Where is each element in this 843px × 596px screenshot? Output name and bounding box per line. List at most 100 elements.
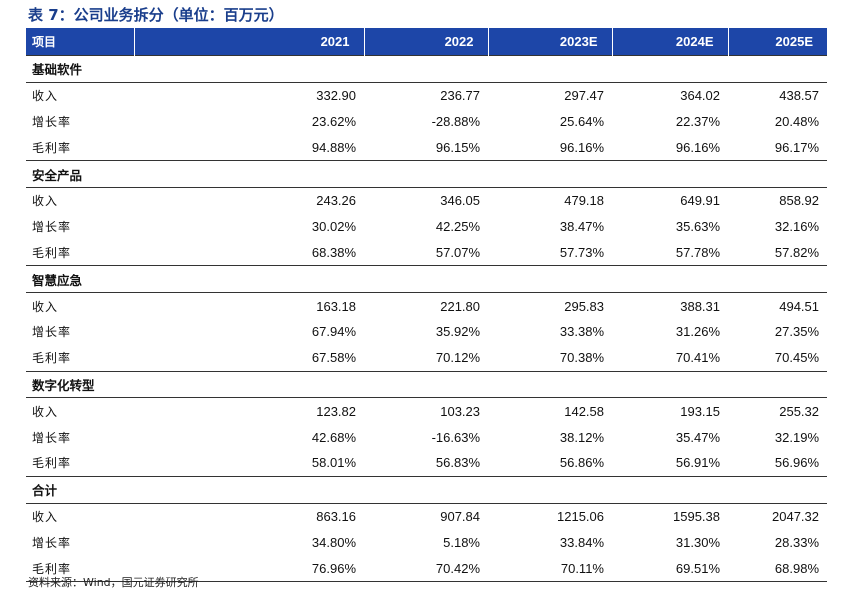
growth-rate-row: 增长率 42.68% -16.63% 38.12% 35.47% 32.19% [26, 424, 827, 450]
row-label: 增长率 [32, 325, 72, 340]
value-cell: 5.18% [443, 534, 480, 550]
value-cell: 1215.06 [557, 508, 604, 524]
gross-margin-row: 毛利率 76.96% 70.42% 70.11% 69.51% 68.98% [26, 555, 827, 582]
value-cell: 94.88% [311, 139, 356, 155]
value-cell: 364.02 [680, 88, 720, 104]
value-cell: 103.23 [440, 403, 480, 419]
row-label: 毛利率 [32, 456, 72, 471]
value-cell: 1595.38 [673, 508, 720, 524]
value-cell: 32.19% [774, 429, 819, 445]
value-cell: 28.33% [774, 534, 819, 550]
header-year-2021: 2021 [133, 28, 364, 56]
section-header-row: 合计 [26, 475, 827, 504]
value-cell: 35.92% [435, 324, 480, 340]
value-cell: 70.11% [488, 555, 612, 582]
value-cell: 25.64% [559, 113, 604, 129]
value-cell: 34.80% [311, 534, 356, 550]
value-cell: 858.92 [779, 193, 819, 209]
value-cell: 332.90 [316, 88, 356, 104]
value-cell: 96.16% [675, 139, 720, 155]
value-cell: 38.12% [559, 429, 604, 445]
value-cell: 22.37% [675, 113, 720, 129]
header-year-2024e: 2024E [611, 28, 728, 56]
header-row: 项目 2021 2022 2023E 2024E 2025E [26, 28, 827, 56]
gross-margin-row: 毛利率 68.38% 57.07% 57.73% 57.78% 57.82% [26, 240, 827, 266]
row-label: 收入 [32, 299, 59, 314]
value-cell: 57.78% [675, 244, 720, 260]
value-cell: 346.05 [440, 193, 480, 209]
value-cell: 295.83 [564, 298, 604, 314]
value-cell: 56.91% [675, 455, 720, 471]
revenue-row: 收入 243.26 346.05 479.18 649.91 858.92 [26, 187, 827, 213]
gross-margin-row: 毛利率 94.88% 96.15% 96.16% 96.16% 96.17% [26, 134, 827, 160]
growth-rate-row: 增长率 34.80% 5.18% 33.84% 31.30% 28.33% [26, 529, 827, 555]
value-cell: 67.58% [311, 350, 356, 366]
value-cell: 479.18 [564, 193, 604, 209]
row-label: 毛利率 [26, 555, 134, 582]
value-cell: 388.31 [680, 298, 720, 314]
value-cell: 38.47% [559, 219, 604, 235]
value-cell: 57.73% [559, 244, 604, 260]
value-cell: 20.48% [774, 113, 819, 129]
row-label: 毛利率 [32, 245, 72, 260]
value-cell: 69.51% [612, 555, 728, 582]
value-cell: 42.25% [435, 219, 480, 235]
value-cell: 35.47% [675, 429, 720, 445]
header-item: 项目 [26, 28, 134, 56]
header-year-2023e: 2023E [487, 28, 612, 56]
value-cell: 255.32 [779, 403, 819, 419]
value-cell: 30.02% [311, 219, 356, 235]
row-label: 增长率 [32, 114, 72, 129]
row-label: 增长率 [32, 430, 72, 445]
value-cell: 68.38% [311, 244, 356, 260]
growth-rate-row: 增长率 23.62% -28.88% 25.64% 22.37% 20.48% [26, 109, 827, 135]
row-label: 收入 [32, 404, 59, 419]
table-body: 基础软件 收入 332.90 236.77 297.47 364.02 438.57 增长率 2… [26, 55, 827, 582]
section-name: 智慧应急 [26, 265, 827, 294]
table-title: 表 7：公司业务拆分（单位：百万元） [28, 6, 284, 24]
value-cell: 58.01% [311, 455, 356, 471]
value-cell: 70.38% [559, 350, 604, 366]
value-cell: 68.98% [728, 555, 827, 582]
value-cell: -16.63% [431, 429, 480, 445]
value-cell: 33.84% [559, 534, 604, 550]
value-cell: 70.12% [435, 350, 480, 366]
section-name: 数字化转型 [26, 370, 827, 399]
value-cell: 57.07% [435, 244, 480, 260]
row-label: 毛利率 [32, 140, 72, 155]
value-cell: 221.80 [440, 298, 480, 314]
value-cell: 96.16% [559, 139, 604, 155]
value-cell: 96.15% [435, 139, 480, 155]
revenue-row: 收入 332.90 236.77 297.47 364.02 438.57 [26, 82, 827, 108]
value-cell: 31.30% [675, 534, 720, 550]
section-header-row: 智慧应急 [26, 265, 827, 294]
value-cell: 70.45% [774, 350, 819, 366]
value-cell: 163.18 [316, 298, 356, 314]
revenue-row: 收入 863.16 907.84 1215.06 1595.38 2047.32 [26, 503, 827, 529]
section-name: 安全产品 [26, 160, 827, 188]
value-cell: 649.91 [680, 193, 720, 209]
value-cell: 96.17% [774, 139, 819, 155]
section-header-row: 安全产品 [26, 160, 827, 188]
gross-margin-row: 毛利率 58.01% 56.83% 56.86% 56.91% 56.96% [26, 450, 827, 476]
section-header-row: 数字化转型 [26, 370, 827, 399]
source-note: 资料来源：Wind，国元证券研究所 [28, 576, 199, 589]
row-label: 增长率 [32, 220, 72, 235]
table-header: 项目 2021 2022 2023E 2024E 2025E [26, 28, 827, 56]
value-cell: 56.96% [774, 455, 819, 471]
value-cell: 123.82 [316, 403, 356, 419]
value-cell: 33.38% [559, 324, 604, 340]
value-cell: 76.96% [134, 555, 364, 582]
value-cell: 142.58 [564, 403, 604, 419]
row-label: 收入 [32, 509, 59, 524]
row-label: 毛利率 [32, 351, 72, 366]
value-cell: 35.63% [675, 219, 720, 235]
value-cell: 42.68% [311, 429, 356, 445]
value-cell: 67.94% [311, 324, 356, 340]
header-year-2025e: 2025E [727, 28, 827, 56]
value-cell: 863.16 [316, 508, 356, 524]
section-name: 基础软件 [26, 55, 827, 83]
section-header-row: 基础软件 [26, 55, 827, 83]
value-cell: 27.35% [774, 324, 819, 340]
value-cell: 494.51 [779, 298, 819, 314]
